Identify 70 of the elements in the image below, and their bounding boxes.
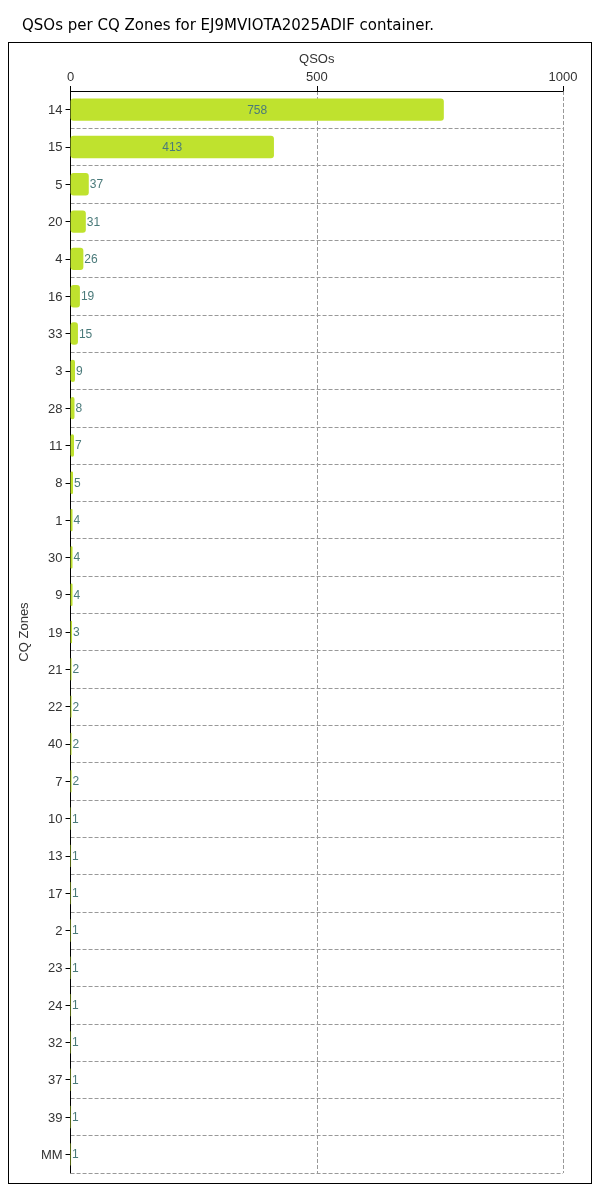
y-tick-label: 22	[48, 699, 63, 715]
data-label: 19	[80, 289, 95, 304]
data-label: 2	[72, 699, 80, 714]
chart-title: QSOs per CQ Zones for EJ9MVIOTA2025ADIF container.	[21, 15, 436, 36]
data-label: 1	[72, 811, 80, 826]
x-axis-title: QSOs	[299, 51, 335, 67]
data-label: 1	[72, 960, 80, 975]
y-tick-label: 2	[55, 922, 63, 938]
data-label: 9	[75, 363, 83, 378]
data-label: 1	[72, 1147, 80, 1162]
y-tick-label: 23	[48, 960, 63, 976]
bar	[70, 285, 80, 308]
x-tick-label: 0	[66, 69, 75, 84]
data-label: 2	[72, 736, 80, 751]
data-label: 4	[73, 550, 81, 565]
y-tick-label: 40	[48, 736, 63, 752]
data-label: 2	[72, 662, 80, 677]
data-label: 26	[84, 251, 99, 266]
data-label: 15	[78, 326, 93, 341]
data-label: 1	[72, 998, 80, 1013]
y-tick-label: MM	[40, 1146, 63, 1162]
y-tick-label: 15	[48, 139, 63, 155]
data-label: 1	[72, 1110, 80, 1125]
y-tick-label: 30	[48, 549, 63, 565]
bar	[70, 135, 274, 159]
y-tick-label: 16	[48, 288, 63, 304]
data-label: 1	[72, 923, 80, 938]
y-tick-label: 14	[48, 102, 63, 118]
data-label: 1	[72, 886, 80, 901]
data-label: 7	[75, 438, 83, 453]
data-label: 4	[73, 587, 81, 602]
y-tick-label: 37	[48, 1072, 63, 1088]
y-tick-label: 11	[49, 437, 63, 453]
bar	[70, 98, 444, 121]
y-tick-label: 8	[55, 475, 63, 491]
x-tick-label: 500	[305, 69, 328, 84]
y-tick-label: 20	[48, 214, 63, 230]
y-tick-label: 9	[55, 587, 63, 603]
y-tick-label: 33	[48, 326, 63, 342]
bar	[70, 173, 89, 196]
y-tick-label: 5	[55, 176, 63, 192]
y-tick-label: 7	[55, 773, 63, 789]
bar	[70, 247, 84, 271]
y-tick-label: 39	[48, 1109, 63, 1125]
y-tick-label: 1	[55, 512, 63, 528]
bar	[70, 210, 86, 233]
data-label: 31	[86, 214, 101, 229]
x-tick-label: 1000	[548, 69, 578, 84]
y-tick-label: 19	[48, 624, 63, 640]
data-label: 3	[73, 625, 81, 639]
data-label: 5	[74, 475, 82, 490]
y-tick-label: 13	[48, 848, 63, 864]
y-tick-label: 4	[55, 251, 63, 267]
y-axis-title: CQ Zones	[16, 601, 31, 662]
y-tick-label: 32	[48, 1034, 63, 1050]
data-label: 1	[72, 848, 80, 863]
y-tick-label: 24	[48, 997, 63, 1013]
data-label: 1	[72, 1072, 80, 1087]
y-tick-label: 10	[48, 811, 63, 827]
y-tick-label: 28	[48, 400, 63, 416]
y-tick-label: 3	[55, 363, 63, 379]
data-label: 1	[72, 1035, 80, 1050]
data-label: 8	[75, 401, 83, 416]
data-label: 4	[73, 513, 81, 528]
data-label: 413	[162, 139, 183, 154]
data-label: 758	[247, 102, 268, 117]
data-label: 2	[72, 774, 80, 789]
y-tick-label: 21	[48, 661, 63, 677]
y-tick-label: 17	[48, 885, 63, 901]
data-label: 37	[89, 177, 104, 192]
